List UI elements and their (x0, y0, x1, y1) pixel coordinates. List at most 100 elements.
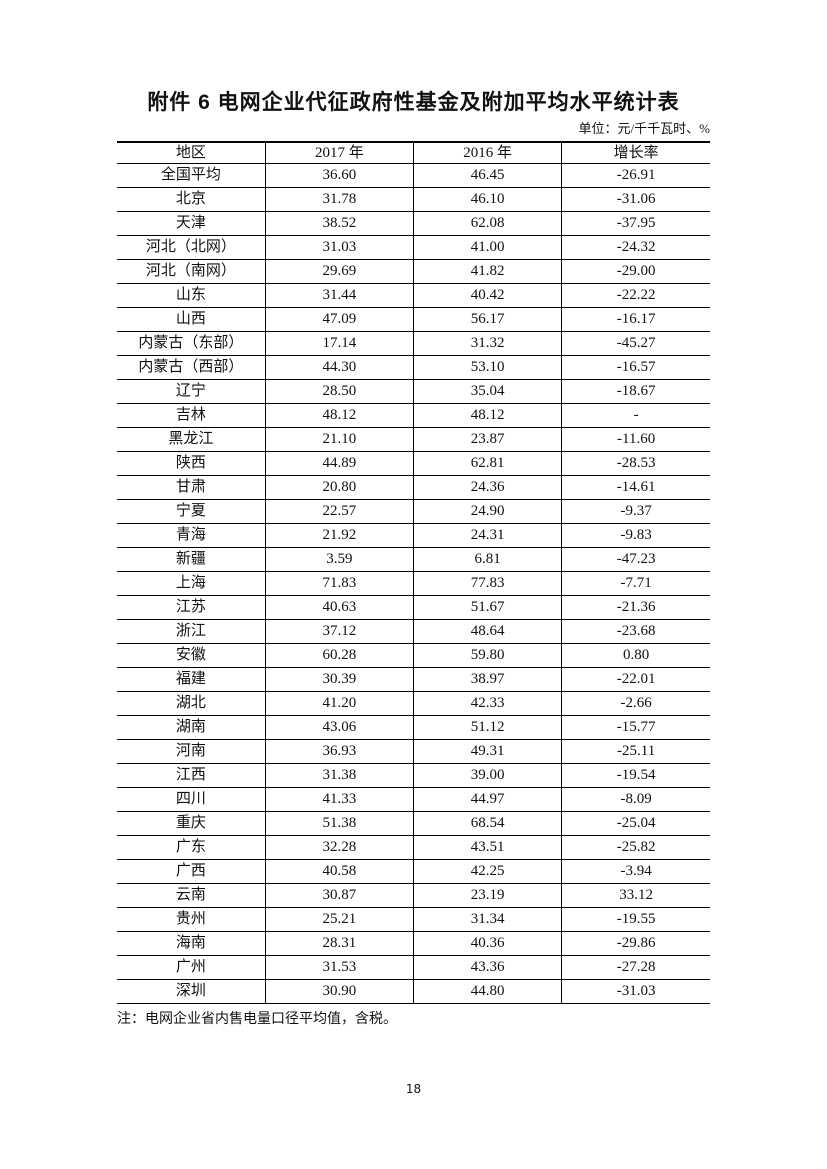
table-cell: -21.36 (561, 595, 710, 620)
table-cell: 48.64 (413, 619, 563, 644)
unit-label: 单位：元/千千瓦时、% (578, 121, 710, 136)
table-row: 海南 28.31 40.36 -29.86 (117, 931, 710, 956)
table-cell: 江苏 (117, 595, 266, 620)
table-cell: 48.12 (265, 403, 415, 428)
table-cell: -37.95 (561, 211, 710, 236)
table-cell: 33.12 (561, 883, 710, 908)
table-cell: 42.25 (413, 859, 563, 884)
table-cell: 31.78 (265, 187, 415, 212)
table-cell: 河北（南网） (117, 259, 266, 284)
table-cell: 云南 (117, 883, 266, 908)
table-cell: 31.53 (265, 955, 415, 980)
table-cell: 广东 (117, 835, 266, 860)
table-cell: 30.90 (265, 979, 415, 1004)
column-header-2016: 2016 年 (413, 142, 563, 164)
table-cell: 河北（北网） (117, 235, 266, 260)
table-row: 吉林 48.12 48.12- (117, 403, 710, 428)
table-cell: 42.33 (413, 691, 563, 716)
table-row: 江苏 40.63 51.67 -21.36 (117, 595, 710, 620)
table-cell: 43.06 (265, 715, 415, 740)
table-row: 河北（北网） 31.03 41.00 -24.32 (117, 235, 710, 260)
table-cell: 23.19 (413, 883, 563, 908)
table-cell: 59.80 (413, 643, 563, 668)
table-cell: 山东 (117, 283, 266, 308)
statistics-table: 地区 2017 年 2016 年 增长率 全国平均 36.60 46.45 -26.9… (117, 141, 710, 1004)
table-cell: 24.36 (413, 475, 563, 500)
table-cell: 60.28 (265, 643, 415, 668)
table-row: 河南 36.93 49.31 -25.11 (117, 739, 710, 764)
table-row: 河北（南网） 29.69 41.82 -29.00 (117, 259, 710, 284)
table-cell: -11.60 (561, 427, 710, 452)
table-cell: 全国平均 (117, 163, 266, 188)
table-cell: 湖南 (117, 715, 266, 740)
table-cell: -25.11 (561, 739, 710, 764)
table-cell: 24.31 (413, 523, 563, 548)
table-cell: 35.04 (413, 379, 563, 404)
table-cell: 广西 (117, 859, 266, 884)
table-cell: 51.67 (413, 595, 563, 620)
table-cell: -15.77 (561, 715, 710, 740)
table-row: 浙江 37.12 48.64 -23.68 (117, 619, 710, 644)
table-cell: 44.80 (413, 979, 563, 1004)
table-cell: 6.81 (413, 547, 563, 572)
table-cell: 39.00 (413, 763, 563, 788)
table-cell: 28.50 (265, 379, 415, 404)
table-cell: 40.42 (413, 283, 563, 308)
table-cell: 44.97 (413, 787, 563, 812)
table-row: 青海 21.92 24.31 -9.83 (117, 523, 710, 548)
table-cell: -31.06 (561, 187, 710, 212)
table-cell: -14.61 (561, 475, 710, 500)
table-row: 四川 41.33 44.97 -8.09 (117, 787, 710, 812)
table-row: 天津 38.52 62.08 -37.95 (117, 211, 710, 236)
table-cell: 辽宁 (117, 379, 266, 404)
table-cell: 上海 (117, 571, 266, 596)
table-row: 山东 31.44 40.42 -22.22 (117, 283, 710, 308)
table-cell: -47.23 (561, 547, 710, 572)
column-header-2017: 2017 年 (265, 142, 415, 164)
table-cell: -7.71 (561, 571, 710, 596)
table-cell: 47.09 (265, 307, 415, 332)
table-cell: 51.12 (413, 715, 563, 740)
table-cell: 41.82 (413, 259, 563, 284)
table-cell: 22.57 (265, 499, 415, 524)
table-row: 广州 31.53 43.36 -27.28 (117, 955, 710, 980)
table-row: 福建 30.39 38.97 -22.01 (117, 667, 710, 692)
table-cell: -22.22 (561, 283, 710, 308)
table-cell: -16.57 (561, 355, 710, 380)
table-cell: 77.83 (413, 571, 563, 596)
table-cell: -23.68 (561, 619, 710, 644)
table-row: 上海 71.83 77.83 -7.71 (117, 571, 710, 596)
table-cell: 17.14 (265, 331, 415, 356)
table-cell: 41.00 (413, 235, 563, 260)
table-row: 广西 40.58 42.25 -3.94 (117, 859, 710, 884)
table-row: 新疆 3.59 6.81 -47.23 (117, 547, 710, 572)
table-cell: 21.92 (265, 523, 415, 548)
table-cell: 宁夏 (117, 499, 266, 524)
table-cell: 甘肃 (117, 475, 266, 500)
table-cell: -29.00 (561, 259, 710, 284)
table-cell: 49.31 (413, 739, 563, 764)
table-cell: 62.08 (413, 211, 563, 236)
table-row: 云南 30.87 23.19 33.12 (117, 883, 710, 908)
table-row: 全国平均 36.60 46.45 -26.91 (117, 163, 710, 188)
table-cell: 31.03 (265, 235, 415, 260)
table-cell: 24.90 (413, 499, 563, 524)
table-row: 内蒙古（东部） 17.14 31.32 -45.27 (117, 331, 710, 356)
table-cell: -27.28 (561, 955, 710, 980)
table-row: 北京 31.78 46.10 -31.06 (117, 187, 710, 212)
table-cell: 44.89 (265, 451, 415, 476)
table-cell: 深圳 (117, 979, 266, 1004)
table-cell: 30.87 (265, 883, 415, 908)
table-cell: 37.12 (265, 619, 415, 644)
table-cell: - (561, 403, 710, 428)
table-cell: 31.34 (413, 907, 563, 932)
table-cell: 21.10 (265, 427, 415, 452)
table-cell: 黑龙江 (117, 427, 266, 452)
table-cell: 内蒙古（西部） (117, 355, 266, 380)
table-cell: 浙江 (117, 619, 266, 644)
table-cell: 32.28 (265, 835, 415, 860)
table-cell: 安徽 (117, 643, 266, 668)
table-cell: 青海 (117, 523, 266, 548)
table-cell: 重庆 (117, 811, 266, 836)
table-cell: -9.37 (561, 499, 710, 524)
